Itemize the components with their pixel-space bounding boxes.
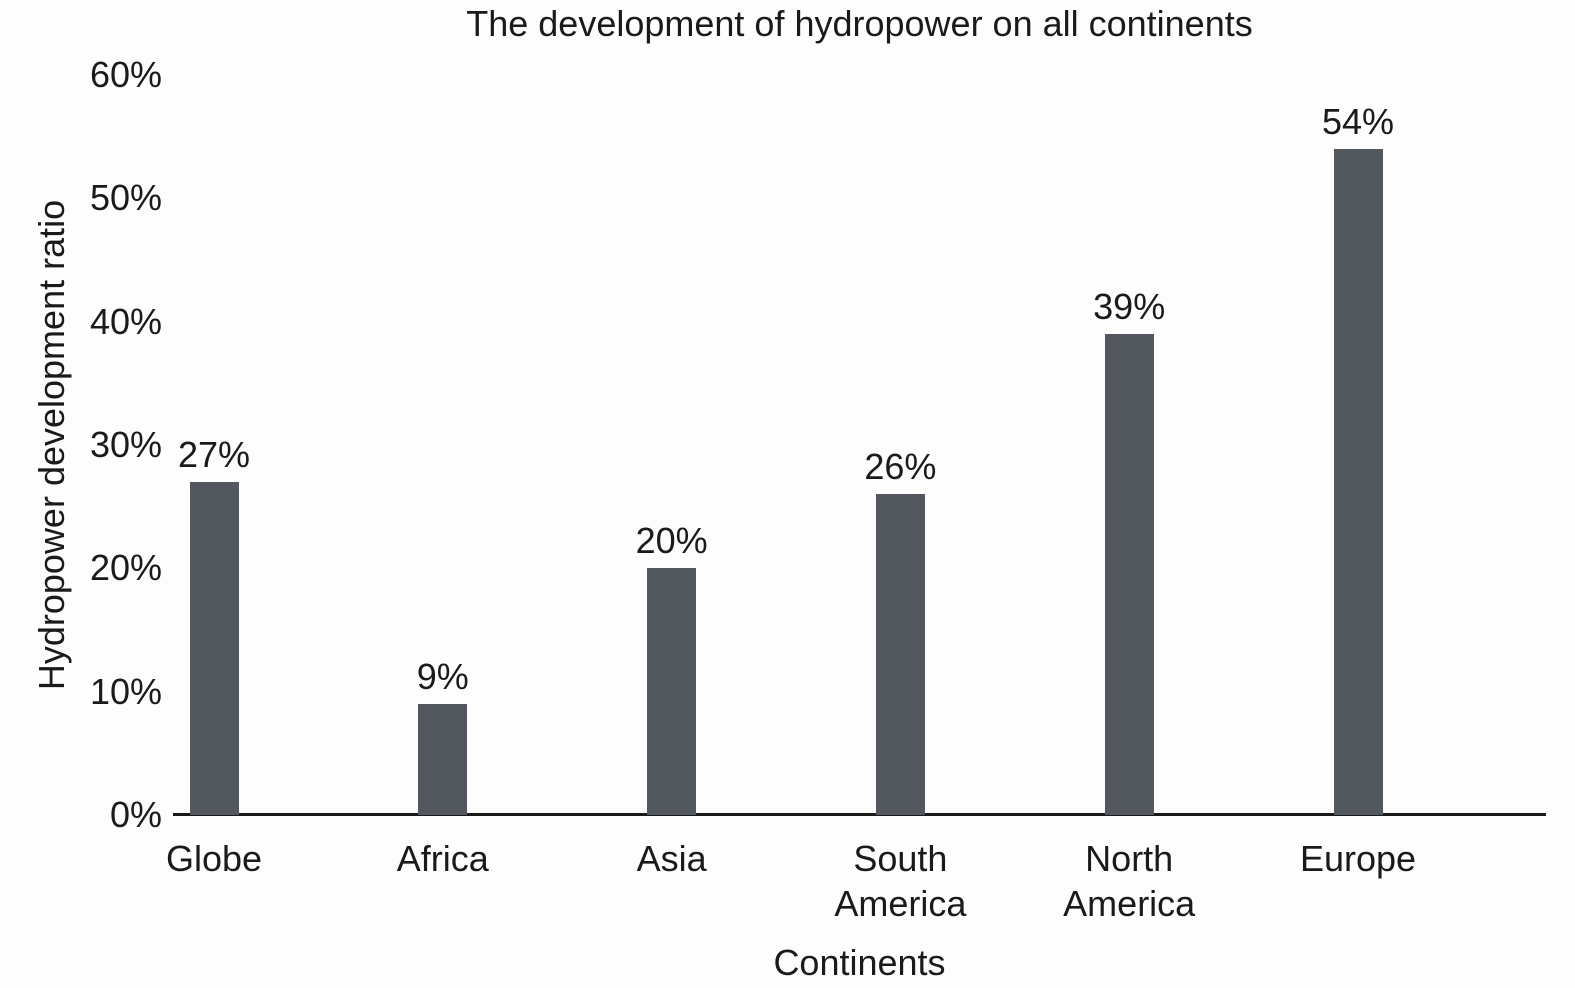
bar-globe — [189, 482, 239, 815]
x-category-label: Europe — [1299, 838, 1417, 879]
x-category-label: Africa — [396, 838, 489, 879]
y-tick-label: 50% — [89, 177, 162, 219]
bar-south-america — [875, 494, 925, 815]
x-category-label: Globe — [165, 838, 263, 879]
bar-value-label: 20% — [635, 520, 708, 562]
y-tick-label: 10% — [89, 670, 162, 712]
bar-value-label: 9% — [416, 656, 469, 697]
x-category-label: Asia — [636, 838, 707, 879]
bar-africa — [418, 704, 468, 815]
bar-value-label: 26% — [864, 446, 937, 488]
y-tick-label: 40% — [89, 300, 162, 342]
bar-asia — [647, 568, 697, 815]
y-tick-label: 60% — [89, 54, 162, 95]
chart-title: The development of hydropower on all con… — [466, 3, 1253, 44]
bar-north-america — [1104, 334, 1154, 815]
x-axis-line — [173, 813, 1546, 816]
bar-value-label: 27% — [177, 434, 251, 475]
x-category-label: North America — [1063, 838, 1196, 924]
y-tick-label: 30% — [89, 424, 162, 465]
y-tick-label: 20% — [89, 547, 162, 589]
x-category-label: South America — [834, 838, 967, 924]
bar-europe — [1333, 149, 1383, 815]
y-tick-label: 0% — [109, 794, 162, 835]
bar-value-label: 39% — [1093, 286, 1166, 327]
x-axis-title: Continents — [773, 942, 946, 983]
bar-value-label: 54% — [1321, 101, 1395, 142]
